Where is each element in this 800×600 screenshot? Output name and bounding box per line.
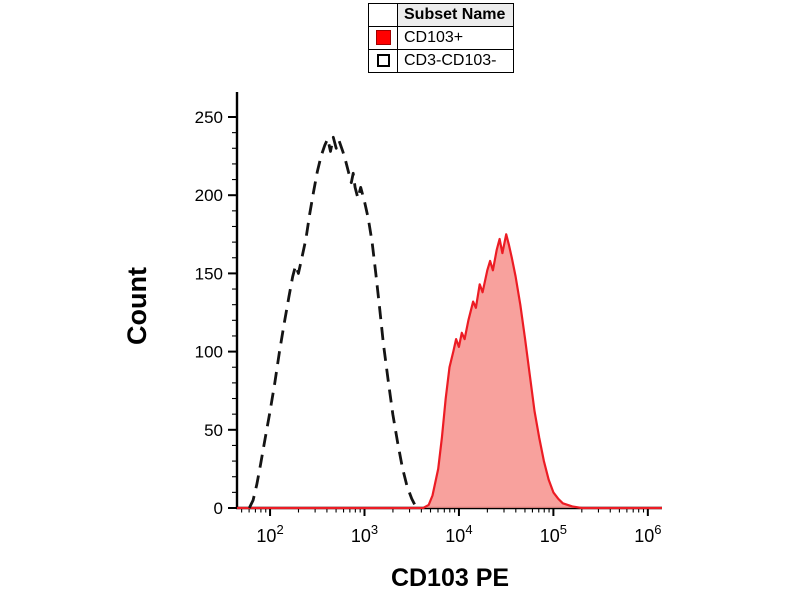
x-tick-label: 102 — [256, 522, 283, 546]
y-tick-label: 0 — [214, 499, 223, 518]
plot-area: 0 50 100 150 200 250 102 103 104 105 106 — [195, 92, 662, 546]
x-tick-label: 105 — [540, 522, 567, 546]
y-tick-label: 200 — [195, 186, 223, 205]
legend-row: CD103+ — [368, 26, 515, 50]
legend-entry-label: CD103+ — [396, 26, 515, 50]
legend-row: CD3-CD103- — [368, 49, 515, 73]
y-tick-label: 250 — [195, 108, 223, 127]
x-tick-label: 106 — [634, 522, 661, 546]
legend-entry-label: CD3-CD103- — [396, 49, 515, 73]
x-tick-label: 104 — [445, 522, 472, 546]
legend-header: Subset Name — [396, 3, 515, 27]
y-tick-label: 100 — [195, 343, 223, 362]
legend-swatch-cd3-cd103-negative — [376, 54, 390, 68]
legend-table: Subset Name CD103+ CD3-CD103- — [368, 3, 515, 73]
x-axis-ticks: 102 103 104 105 106 — [241, 508, 661, 546]
y-tick-label: 50 — [204, 421, 223, 440]
y-axis-title: Count — [122, 267, 152, 345]
legend-header-row: Subset Name — [368, 3, 515, 27]
y-axis-ticks: 0 50 100 150 200 250 — [195, 108, 237, 518]
legend-swatch-header-cell — [368, 3, 398, 27]
x-axis-title: CD103 PE — [391, 564, 509, 592]
x-tick-label: 103 — [351, 522, 378, 546]
y-tick-label: 150 — [195, 264, 223, 283]
legend-swatch-cd103-positive — [375, 30, 391, 46]
series-CD103+ — [237, 233, 662, 510]
series-CD3-CD103- — [248, 135, 418, 509]
